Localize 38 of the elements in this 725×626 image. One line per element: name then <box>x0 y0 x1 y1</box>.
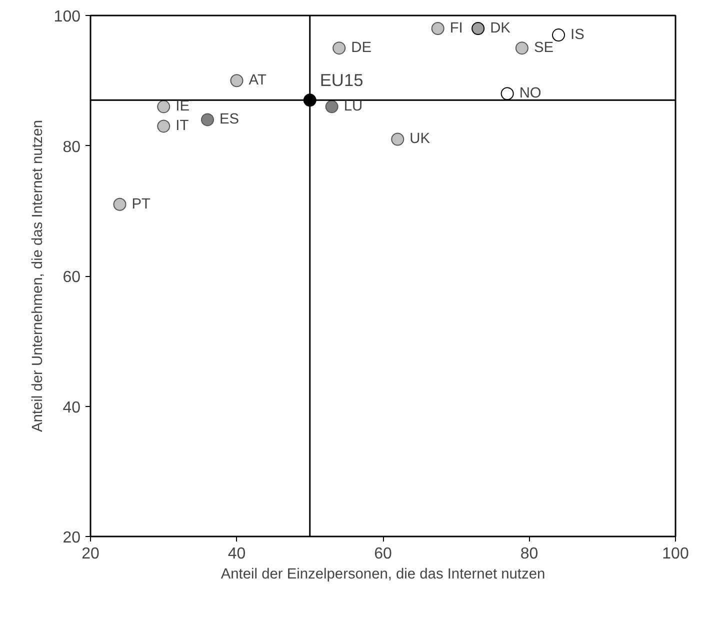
point <box>157 120 170 133</box>
x-tick-label: 80 <box>520 546 538 562</box>
point <box>552 28 565 42</box>
y-tick-label: 40 <box>62 399 81 416</box>
x-axis-title: Anteil der Einzelpersonen, die das Internet nutzen <box>220 566 546 582</box>
x-tick-label: 20 <box>82 546 100 562</box>
point <box>201 113 214 126</box>
annotation: LU <box>344 98 363 115</box>
y-tick-label: 60 <box>62 269 81 286</box>
point <box>325 100 338 114</box>
x-tick-label: 40 <box>228 546 246 562</box>
annotation: UK <box>410 131 430 148</box>
annotation: FI <box>450 20 463 37</box>
y-tick-label: 80 <box>62 138 81 156</box>
x-tick-label: 60 <box>374 546 392 562</box>
annotation: PT <box>132 196 151 212</box>
annotation: IT <box>176 118 189 134</box>
point <box>472 22 485 36</box>
point <box>500 87 514 100</box>
point <box>515 42 528 55</box>
annotation: NO <box>519 86 542 102</box>
point <box>431 22 444 36</box>
annotation: ES <box>220 112 240 128</box>
point <box>230 74 244 88</box>
point <box>113 198 126 211</box>
annotation: IS <box>570 27 585 44</box>
annotation: DE <box>351 40 372 56</box>
y-axis-title: Anteil der Unternehmen, die das Internet nutzen <box>30 120 46 432</box>
annotation: DK <box>490 20 511 37</box>
x-tick-label: 100 <box>662 546 689 562</box>
point <box>391 132 404 146</box>
annotation: SE <box>534 40 554 56</box>
point <box>332 42 346 55</box>
y-tick-label: 100 <box>54 8 81 26</box>
annotation: EU15 <box>320 70 364 90</box>
y-tick-label: 20 <box>62 530 81 546</box>
annotation: AT <box>248 72 266 89</box>
point <box>157 100 170 114</box>
